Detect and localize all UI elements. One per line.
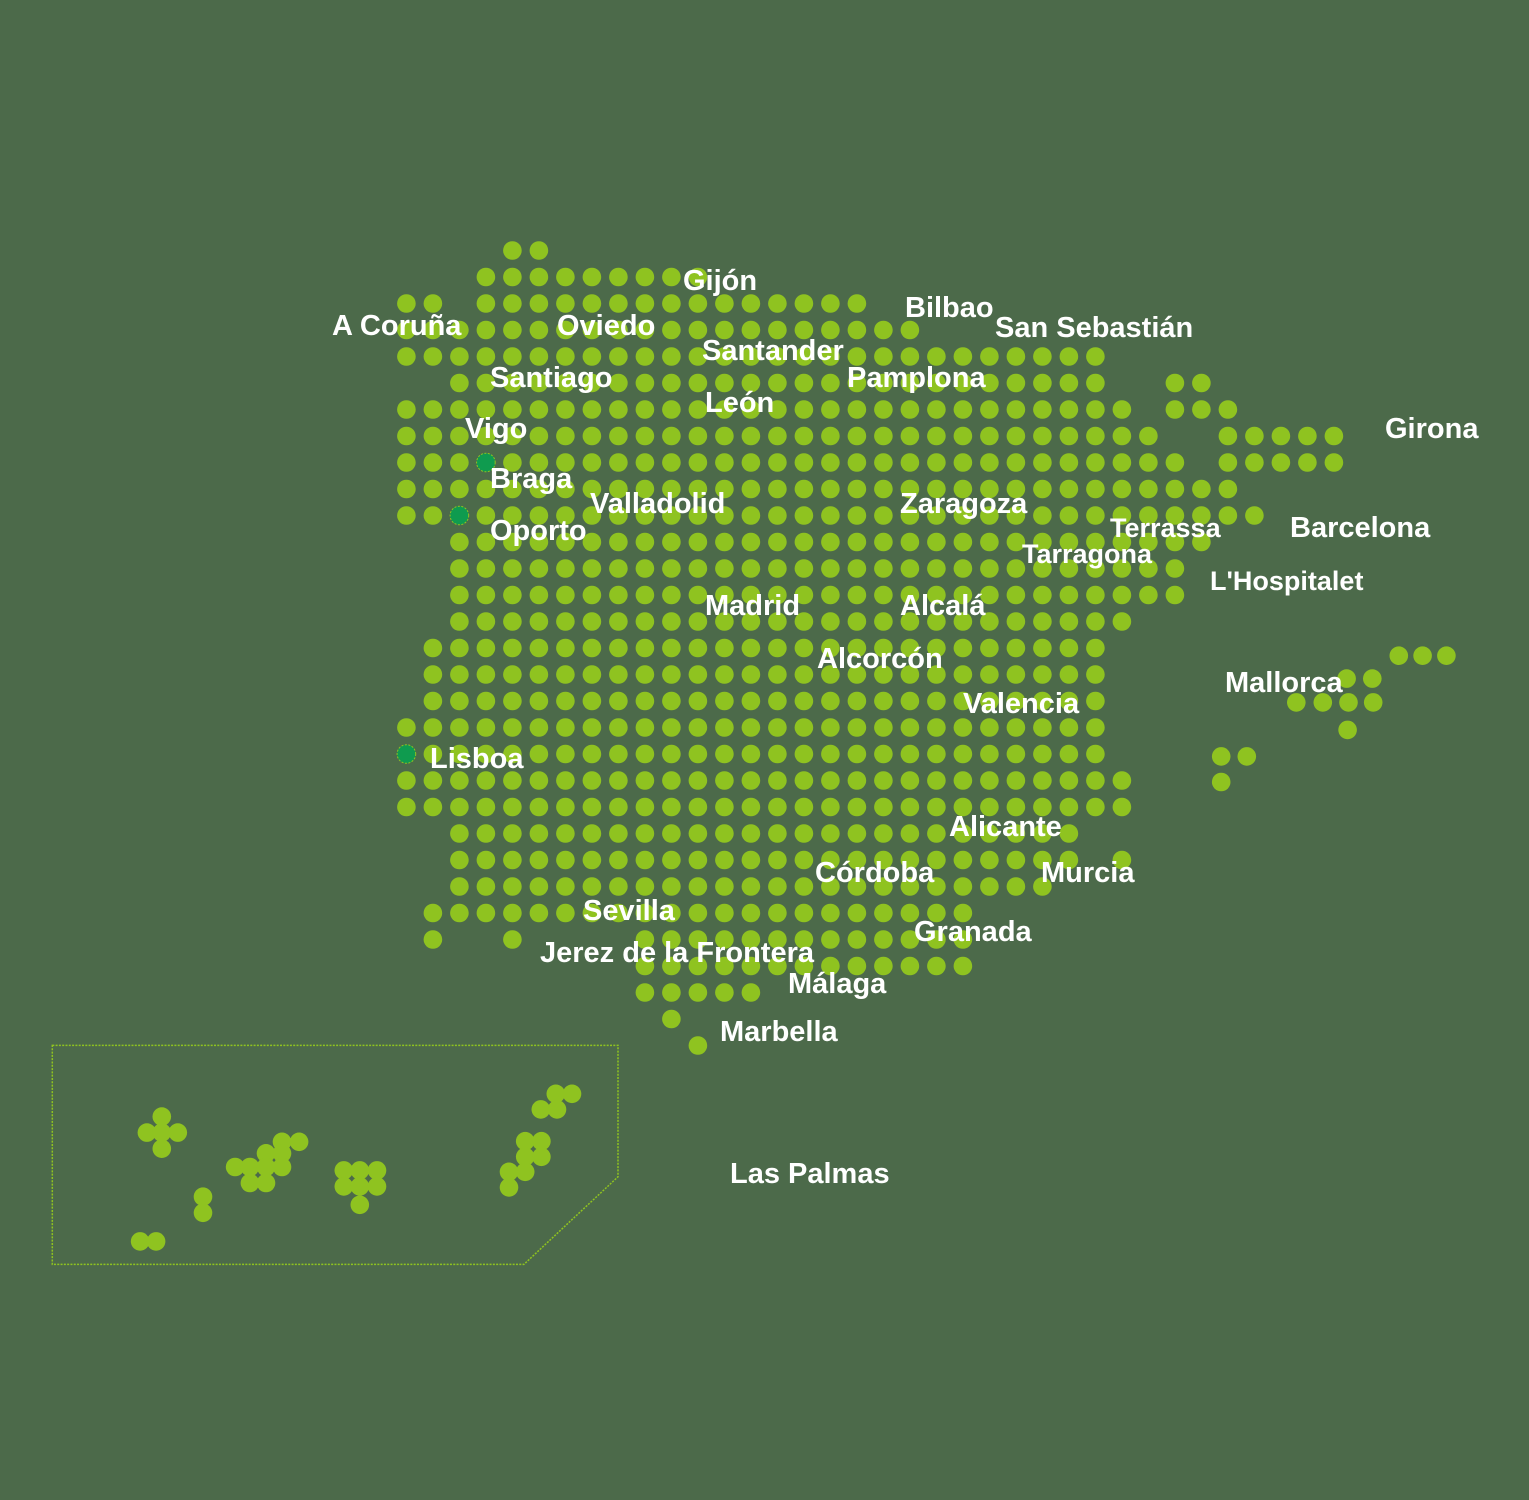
- svg-text:San Sebastián: San Sebastián: [995, 312, 1193, 344]
- svg-text:Girona: Girona: [1385, 413, 1479, 445]
- svg-text:Zaragoza: Zaragoza: [900, 488, 1028, 520]
- svg-text:Jerez de la Frontera: Jerez de la Frontera: [540, 937, 815, 969]
- svg-text:Alcalá: Alcalá: [900, 590, 986, 622]
- svg-text:Lisboa: Lisboa: [430, 743, 524, 775]
- svg-text:Murcia: Murcia: [1041, 857, 1135, 889]
- svg-text:Oporto: Oporto: [490, 515, 587, 547]
- svg-text:Pamplona: Pamplona: [847, 362, 986, 394]
- svg-text:Las Palmas: Las Palmas: [730, 1158, 890, 1190]
- svg-text:Bilbao: Bilbao: [905, 292, 994, 324]
- svg-text:Córdoba: Córdoba: [815, 857, 935, 889]
- svg-text:Valencia: Valencia: [963, 688, 1080, 720]
- svg-text:Marbella: Marbella: [720, 1016, 839, 1048]
- svg-text:Barcelona: Barcelona: [1290, 512, 1431, 544]
- svg-text:Braga: Braga: [490, 463, 573, 495]
- svg-text:Granada: Granada: [914, 916, 1033, 948]
- svg-text:Vigo: Vigo: [465, 413, 527, 445]
- svg-text:Santander: Santander: [702, 335, 844, 367]
- svg-text:Valladolid: Valladolid: [590, 488, 725, 520]
- svg-text:Gijón: Gijón: [683, 265, 757, 297]
- svg-text:Oviedo: Oviedo: [557, 310, 655, 342]
- svg-text:Santiago: Santiago: [490, 362, 612, 394]
- svg-text:L'Hospitalet: L'Hospitalet: [1210, 566, 1363, 596]
- svg-text:Sevilla: Sevilla: [583, 895, 676, 927]
- svg-text:Alcorcón: Alcorcón: [817, 643, 943, 675]
- svg-text:Alicante: Alicante: [949, 811, 1062, 843]
- svg-text:Mallorca: Mallorca: [1225, 667, 1344, 699]
- svg-text:Tarragona: Tarragona: [1022, 539, 1153, 569]
- svg-text:Madrid: Madrid: [705, 590, 800, 622]
- svg-text:León: León: [705, 387, 774, 419]
- svg-text:Málaga: Málaga: [788, 968, 887, 1000]
- svg-text:A Coruña: A Coruña: [332, 310, 462, 342]
